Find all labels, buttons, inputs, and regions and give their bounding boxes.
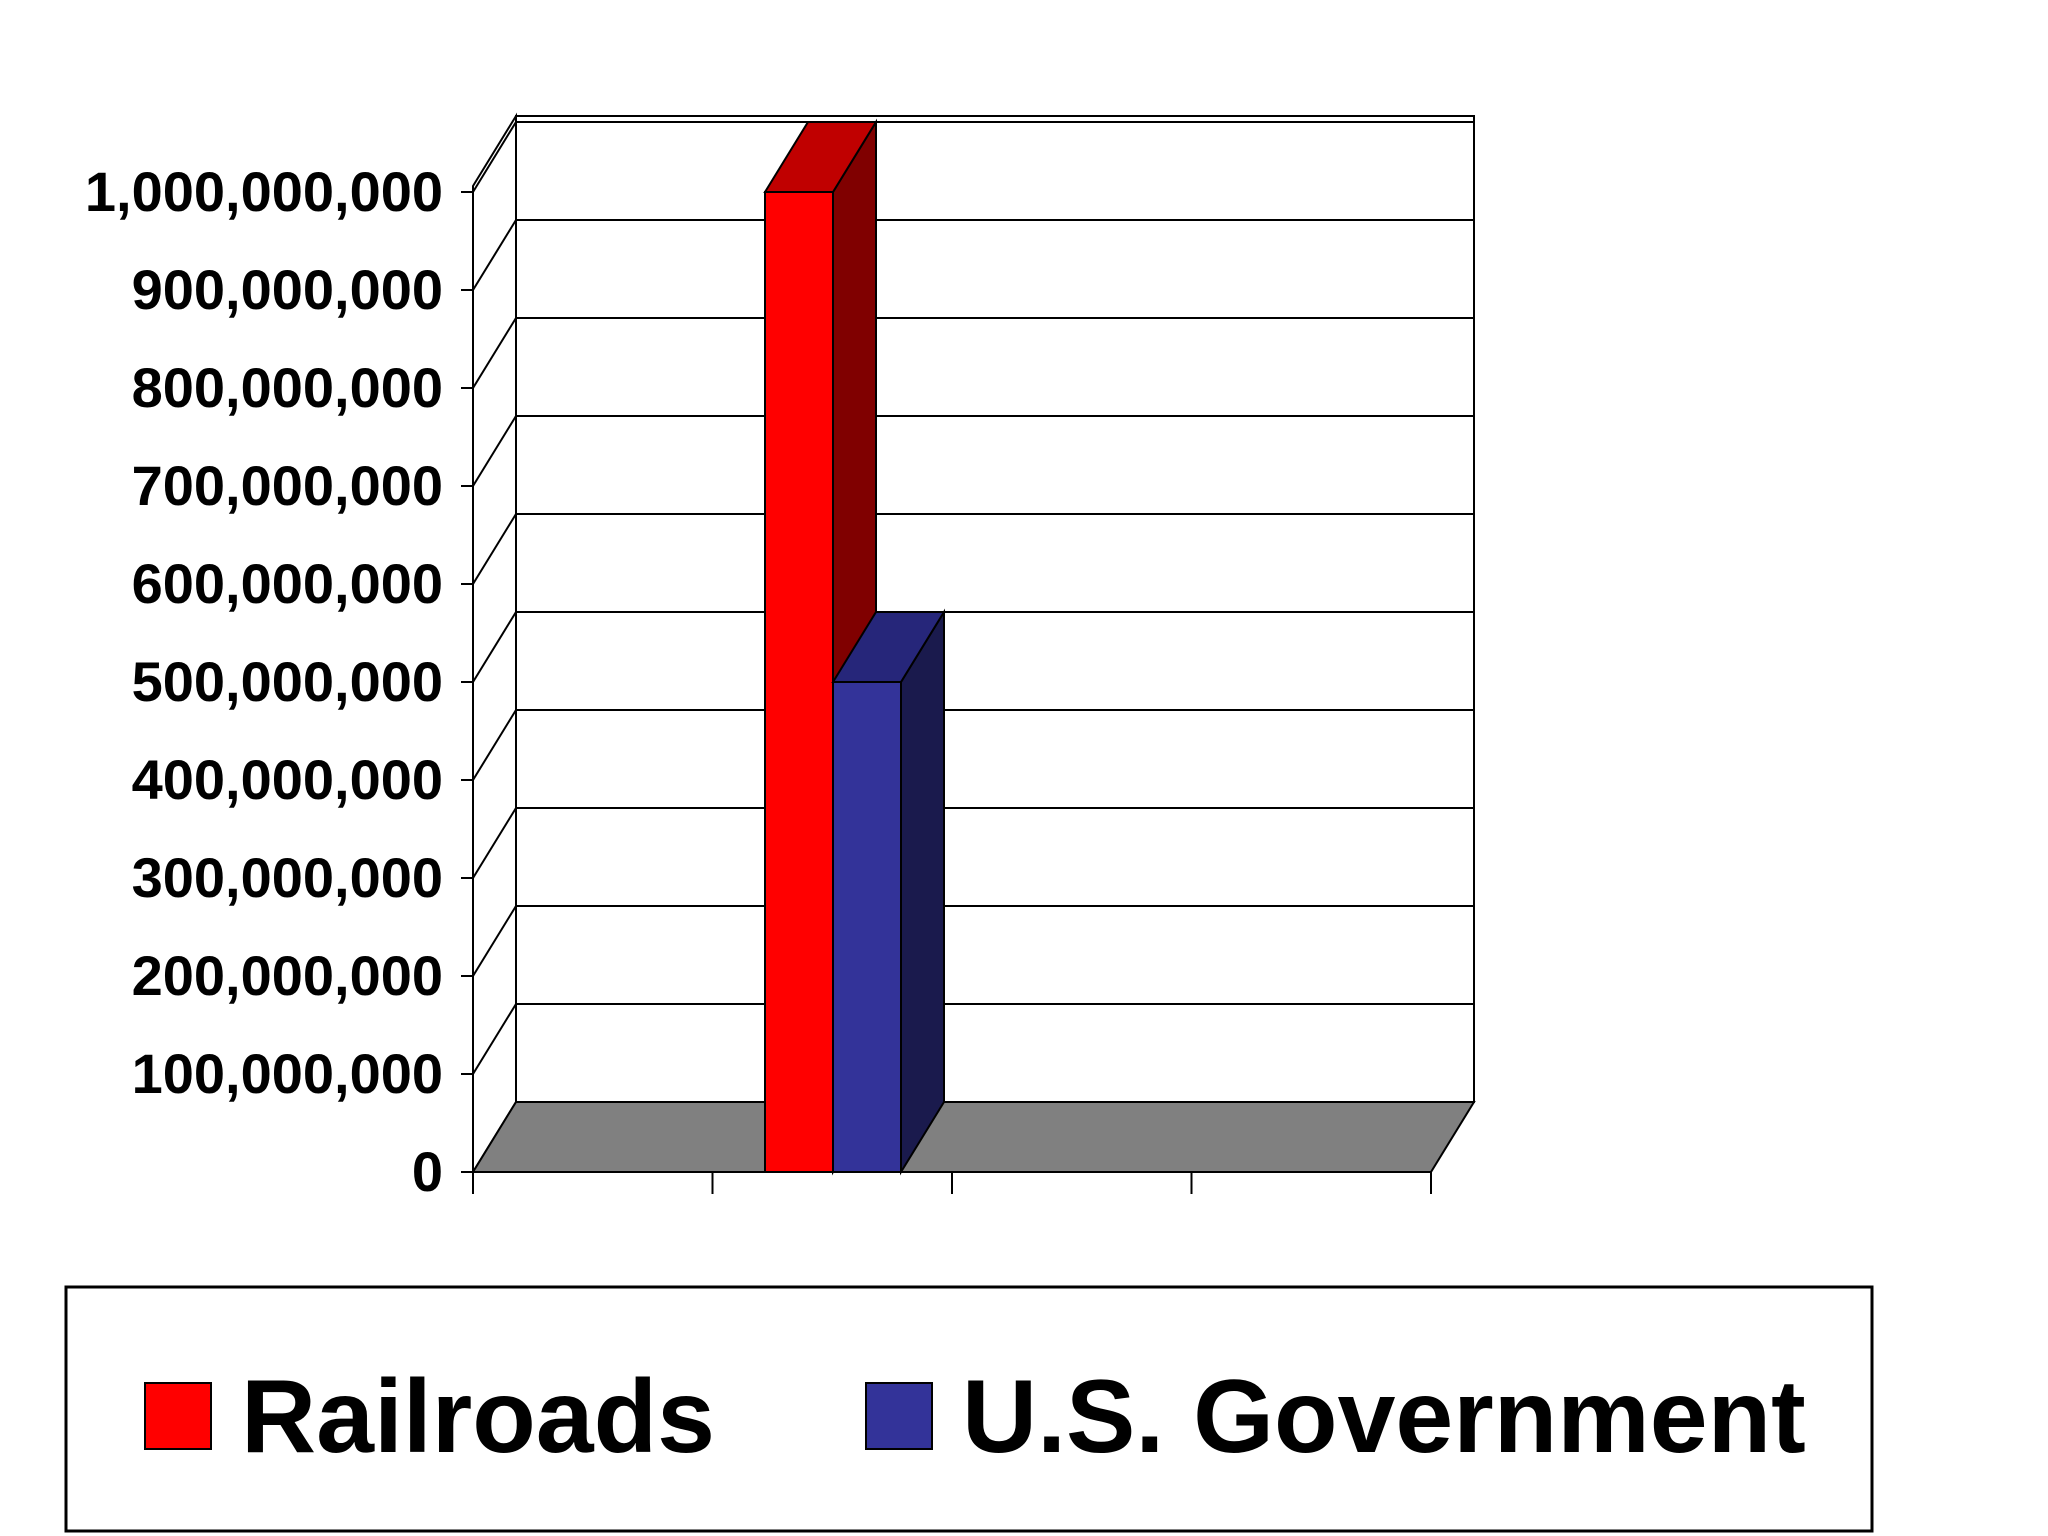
legend: Railroads U.S. Government	[64, 1285, 1874, 1533]
gridline-diagonal	[472, 1003, 517, 1075]
legend-swatch-railroads	[144, 1382, 212, 1450]
y-tick-label: 1,000,000,000	[85, 160, 443, 223]
back-wall	[515, 115, 1475, 1103]
bar-front	[832, 681, 902, 1173]
legend-swatch-us-government	[865, 1382, 933, 1450]
x-axis	[472, 1171, 1432, 1194]
y-tick-label: 400,000,000	[132, 748, 443, 811]
y-tick-label: 600,000,000	[132, 552, 443, 615]
legend-label-us-government: U.S. Government	[962, 1359, 1806, 1475]
gridline-diagonal	[472, 121, 517, 193]
chart-floor	[471, 1101, 1476, 1173]
bars	[763, 118, 946, 1176]
y-tick-label: 0	[412, 1140, 443, 1203]
gridline-diagonal	[472, 905, 517, 977]
gridline-diagonal	[472, 513, 517, 585]
gridline-diagonal	[472, 415, 517, 487]
grid-lines	[472, 121, 1474, 1075]
bar-u-s-government	[831, 608, 946, 1176]
bar-side	[900, 608, 945, 1176]
y-axis: 0 100,000,000 200,000,000 300,000,000 400,00…	[85, 160, 474, 1203]
y-tick-label: 700,000,000	[132, 454, 443, 517]
y-tick-label: 900,000,000	[132, 258, 443, 321]
gridline-diagonal	[472, 807, 517, 879]
chart-walls	[472, 112, 1475, 1176]
gridline-diagonal	[472, 317, 517, 389]
y-tick-label: 500,000,000	[132, 650, 443, 713]
gridline-diagonal	[472, 709, 517, 781]
legend-label-railroads: Railroads	[241, 1359, 715, 1475]
y-tick-label: 300,000,000	[132, 846, 443, 909]
y-tick-label: 200,000,000	[132, 944, 443, 1007]
gridline-diagonal	[472, 219, 517, 291]
legend-box	[64, 1285, 1874, 1533]
gridline-diagonal	[472, 611, 517, 683]
y-tick-label: 100,000,000	[132, 1042, 443, 1105]
floor-plane	[471, 1101, 1476, 1173]
y-tick-label: 800,000,000	[132, 356, 443, 419]
bar-front	[764, 191, 834, 1173]
